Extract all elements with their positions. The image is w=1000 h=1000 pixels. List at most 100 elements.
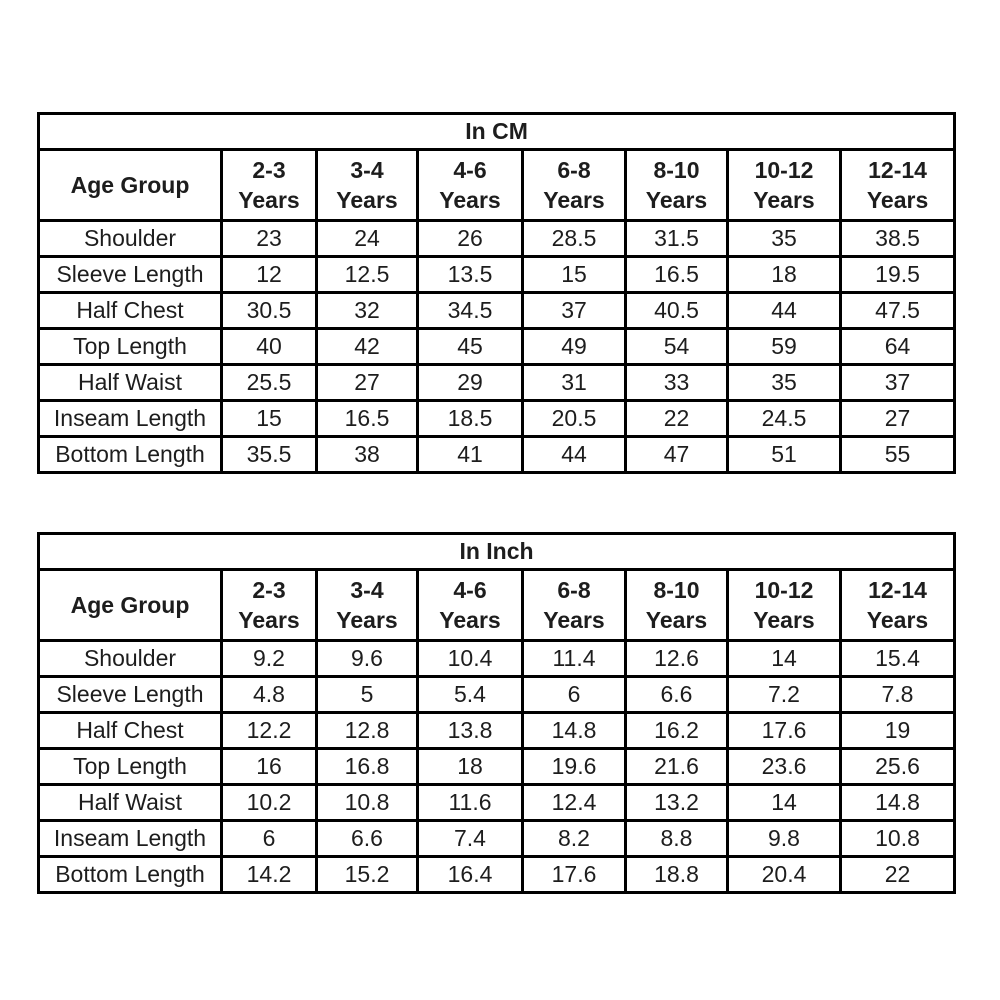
measurement-value: 26 [416, 219, 524, 258]
measurement-value: 13.2 [624, 783, 729, 822]
column-header: 8-10 Years [624, 148, 729, 222]
measurement-value: 10.8 [315, 783, 419, 822]
measurement-value: 6 [521, 675, 627, 714]
column-header: 10-12 Years [726, 148, 842, 222]
measurement-value: 16.4 [416, 855, 524, 894]
table-row: Inseam Length 6 6.6 7.4 8.2 8.8 9.8 10.8 [37, 819, 956, 858]
age-unit-text: Years [238, 607, 300, 633]
table-title-row: In CM [36, 112, 957, 151]
measurement-value: 15 [521, 255, 627, 294]
measurement-value: 44 [726, 291, 842, 330]
column-header: 10-12 Years [726, 568, 842, 642]
measurement-value: 25.5 [220, 363, 318, 402]
measurement-value: 12.4 [521, 783, 627, 822]
table-row: Shoulder 9.2 9.6 10.4 11.4 12.6 14 15.4 [37, 639, 956, 678]
age-group-header: Age Group [37, 568, 223, 642]
age-unit-text: Years [336, 607, 398, 633]
measurement-value: 51 [726, 435, 842, 474]
measurement-value: 59 [726, 327, 842, 366]
age-range-text: 12-14 [868, 577, 927, 603]
measurement-value: 12 [220, 255, 318, 294]
measurement-value: 14.8 [521, 711, 627, 750]
measurement-value: 5 [315, 675, 419, 714]
measurement-value: 16 [220, 747, 318, 786]
age-range-text: 8-10 [653, 577, 700, 603]
measurement-value: 28.5 [521, 219, 627, 258]
measurement-value: 13.5 [416, 255, 524, 294]
table-row: Inseam Length 15 16.5 18.5 20.5 22 24.5 27 [37, 399, 957, 438]
measurement-value: 38 [315, 435, 419, 474]
age-unit-text: Years [645, 607, 708, 633]
age-group-header: Age Group [37, 148, 223, 222]
age-range-text: 2-3 [252, 577, 286, 603]
measurement-value: 37 [521, 291, 627, 330]
column-header: 8-10 Years [624, 568, 729, 642]
measurement-value: 64 [838, 327, 957, 366]
measurement-value: 19.6 [521, 747, 627, 786]
table-row: Half Waist 25.5 27 29 31 33 35 37 [37, 363, 957, 402]
measurement-value: 12.8 [315, 711, 419, 750]
age-range-text: 3-4 [350, 577, 384, 603]
age-unit-text: Years [336, 187, 398, 213]
measurement-value: 7.2 [726, 675, 842, 714]
measurement-value: 29 [416, 363, 524, 402]
measurement-value: 15.2 [315, 855, 419, 894]
table-title: In CM [36, 112, 957, 151]
measurement-value: 22 [624, 399, 729, 438]
measurement-value: 16.2 [624, 711, 729, 750]
table-row: Shoulder 23 24 26 28.5 31.5 35 38.5 [37, 219, 957, 258]
measurement-value: 9.6 [315, 639, 419, 678]
row-label: Top Length [37, 747, 223, 786]
row-label: Half Chest [37, 711, 223, 750]
measurement-value: 20.4 [726, 855, 842, 894]
column-header: 2-3 Years [220, 148, 318, 222]
row-label: Half Chest [37, 291, 223, 330]
measurement-value: 15 [220, 399, 318, 438]
table-row: Sleeve Length 12 12.5 13.5 15 16.5 18 19.5 [37, 255, 957, 294]
measurement-value: 6 [220, 819, 318, 858]
row-label: Inseam Length [37, 399, 223, 438]
measurement-value: 37 [838, 363, 957, 402]
measurement-value: 14.2 [220, 855, 318, 894]
measurement-value: 14.8 [839, 783, 956, 822]
age-range-text: 6-8 [557, 157, 591, 183]
measurement-value: 12.6 [624, 639, 729, 678]
measurement-value: 6.6 [624, 675, 729, 714]
age-unit-text: Years [238, 187, 300, 213]
measurement-value: 25.6 [839, 747, 956, 786]
column-header: 2-3 Years [220, 568, 318, 642]
column-header: 6-8 Years [521, 148, 627, 222]
measurement-value: 18.8 [624, 855, 729, 894]
measurement-value: 55 [838, 435, 957, 474]
measurement-value: 12.5 [315, 255, 419, 294]
column-header: 12-14 Years [838, 148, 957, 222]
measurement-value: 18 [726, 255, 842, 294]
age-unit-text: Years [439, 187, 501, 213]
measurement-value: 18 [416, 747, 524, 786]
table-row: Bottom Length 35.5 38 41 44 47 51 55 [37, 435, 957, 474]
table-header-row: Age Group 2-3 Years 3-4 Years 4-6 Years 6-8 Year… [37, 148, 957, 222]
column-header: 3-4 Years [315, 568, 419, 642]
row-label: Top Length [37, 327, 223, 366]
row-label: Inseam Length [37, 819, 223, 858]
measurement-value: 41 [416, 435, 524, 474]
measurement-value: 35.5 [220, 435, 318, 474]
table-row: Bottom Length 14.2 15.2 16.4 17.6 18.8 20.4 22 [37, 855, 956, 894]
measurement-value: 34.5 [416, 291, 524, 330]
row-label: Bottom Length [37, 855, 223, 894]
row-label: Shoulder [37, 639, 223, 678]
table-title: In Inch [37, 532, 956, 571]
age-unit-text: Years [866, 607, 929, 633]
measurement-value: 14 [726, 639, 842, 678]
column-header: 12-14 Years [839, 568, 956, 642]
measurement-value: 31.5 [624, 219, 729, 258]
table-row: Top Length 40 42 45 49 54 59 64 [37, 327, 957, 366]
measurement-value: 11.4 [521, 639, 627, 678]
measurement-value: 7.4 [416, 819, 524, 858]
measurement-value: 23 [220, 219, 318, 258]
age-unit-text: Years [543, 187, 605, 213]
measurement-value: 6.6 [315, 819, 419, 858]
measurement-value: 13.8 [416, 711, 524, 750]
measurement-value: 35 [726, 219, 842, 258]
measurement-value: 10.2 [220, 783, 318, 822]
